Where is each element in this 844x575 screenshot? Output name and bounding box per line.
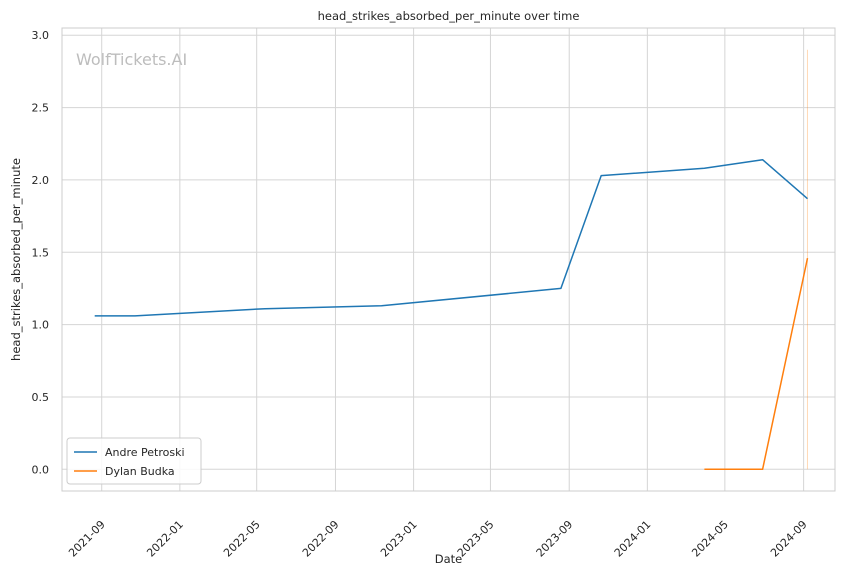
plot-area: [62, 28, 835, 491]
y-tick-label: 2.0: [32, 174, 50, 187]
legend-label: Andre Petroski: [105, 446, 185, 459]
legend-box: [66, 437, 202, 485]
y-tick-label: 1.0: [32, 319, 50, 332]
y-tick-label: 1.5: [32, 246, 50, 259]
gridlines: [62, 28, 835, 491]
chart-title: head_strikes_absorbed_per_minute over ti…: [318, 9, 580, 23]
watermark: WolfTickets.AI: [76, 50, 187, 69]
legend: Andre Petroski Dylan Budka: [66, 437, 202, 485]
y-tick-label: 3.0: [32, 29, 50, 42]
legend-label: Dylan Budka: [105, 465, 175, 478]
y-tick-label: 2.5: [32, 102, 50, 115]
series-line: [704, 257, 809, 471]
series-line: [94, 158, 808, 317]
series-lines: [94, 49, 809, 471]
y-tick-label: 0.0: [32, 463, 50, 476]
y-axis-label: head_strikes_absorbed_per_minute: [9, 158, 23, 361]
plot-frame: [61, 27, 836, 492]
x-axis-label: Date: [435, 552, 463, 566]
y-tick-label: 0.5: [32, 391, 50, 404]
